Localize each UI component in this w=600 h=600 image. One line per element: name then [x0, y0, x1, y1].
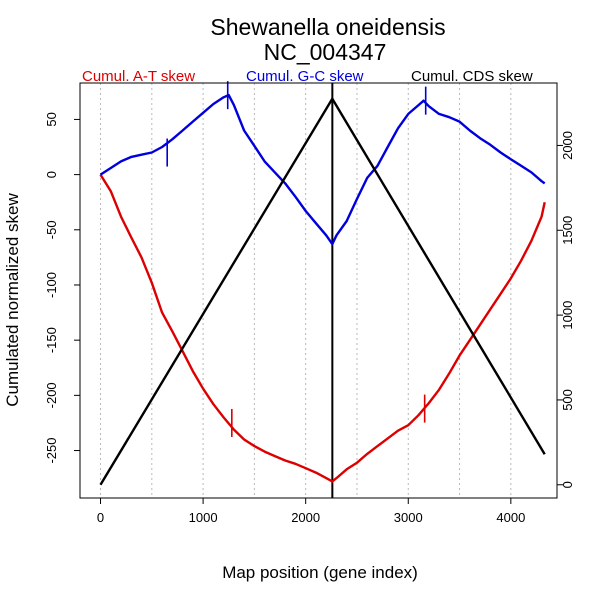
- y2-tick-label: 500: [560, 389, 575, 411]
- marker-group: [166, 81, 427, 437]
- series-gc-skew-line: [99, 93, 546, 246]
- y-tick-label: 50: [44, 112, 59, 126]
- legend-cds-skew: Cumul. CDS skew: [411, 68, 533, 85]
- y2-tick-label: 2000: [560, 131, 575, 160]
- x-tick-label: 2000: [291, 510, 320, 525]
- y-tick-label: -200: [44, 382, 59, 408]
- y-tick-label: -150: [44, 327, 59, 353]
- legend-at-skew: Cumul. A-T skew: [82, 68, 195, 85]
- x-tick-label: 0: [97, 510, 104, 525]
- legend-gc-skew: Cumul. G-C skew: [246, 68, 364, 85]
- series-at-skew-line: [99, 173, 546, 483]
- x-axis: 0 1000 2000 3000 4000: [97, 498, 525, 525]
- y-tick-label: -100: [44, 272, 59, 298]
- x-tick-label: 4000: [496, 510, 525, 525]
- y2-tick-label: 1000: [560, 301, 575, 330]
- y-axis-left: 50 0 -50 -100 -150 -200 -250: [44, 112, 80, 464]
- y-axis-right: 0 500 1000 1500 2000: [557, 131, 575, 488]
- y2-tick-label: 0: [560, 481, 575, 488]
- y-tick-label: 0: [44, 171, 59, 178]
- x-tick-label: 1000: [189, 510, 218, 525]
- plot-frame: [79, 82, 558, 499]
- chart-subtitle: NC_004347: [264, 39, 387, 65]
- grid-lines: [100, 83, 512, 498]
- x-tick-label: 3000: [394, 510, 423, 525]
- y-tick-label: -250: [44, 438, 59, 464]
- chart-title: Shewanella oneidensis: [210, 14, 445, 40]
- series-group: [99, 93, 546, 486]
- y-axis-label: Cumulated normalized skew: [3, 193, 22, 407]
- series-cds-skew-line: [99, 97, 546, 486]
- y-tick-label: -50: [44, 220, 59, 239]
- x-axis-label: Map position (gene index): [222, 563, 418, 582]
- y2-tick-label: 1500: [560, 216, 575, 245]
